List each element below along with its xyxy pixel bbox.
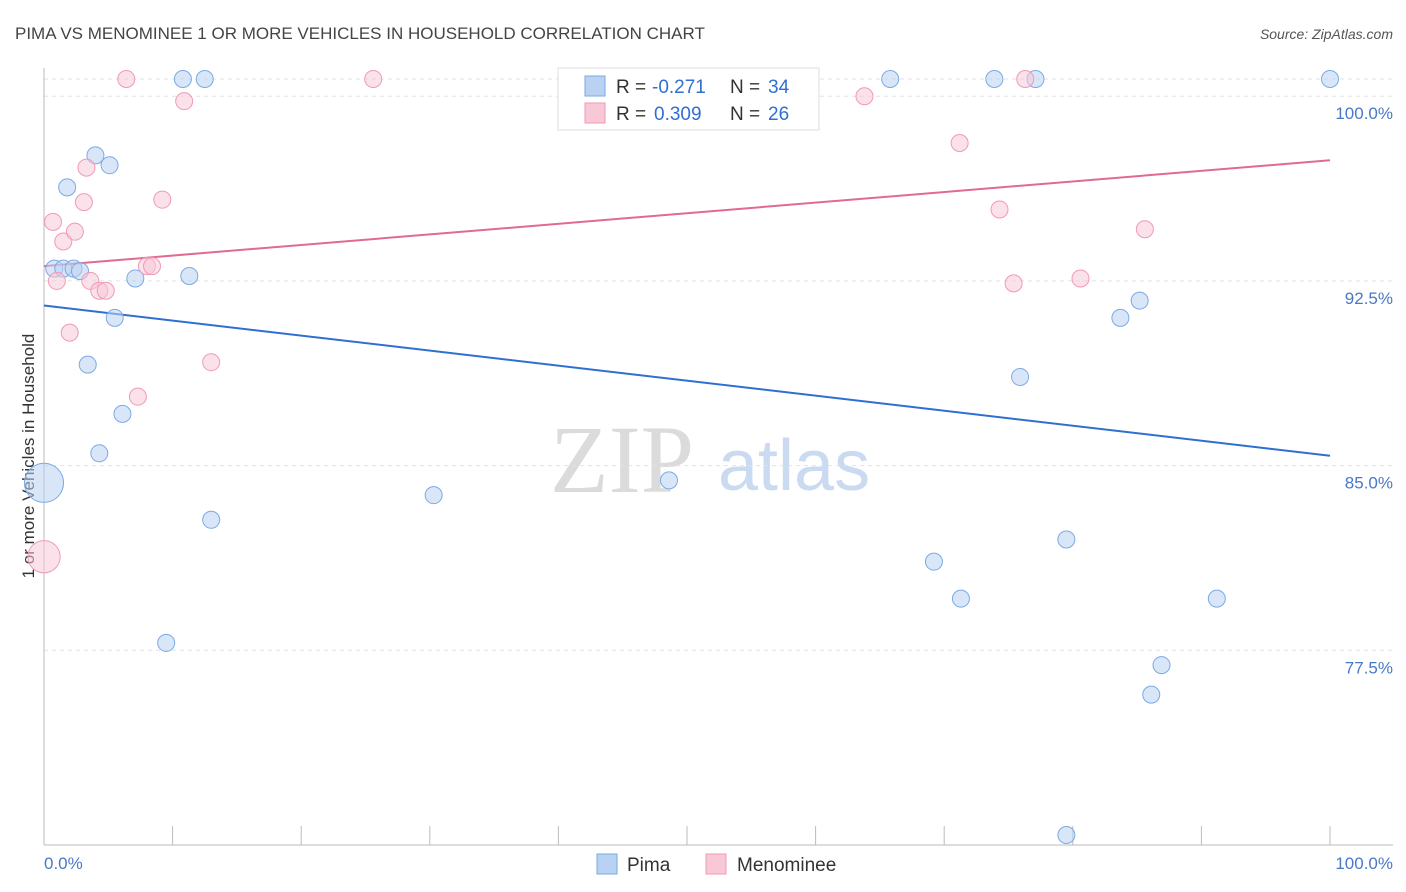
point-menominee bbox=[27, 540, 61, 574]
legend-menominee-n-label: N = bbox=[730, 104, 760, 125]
point-menominee bbox=[47, 271, 66, 290]
trend-line-pima bbox=[43, 304, 1331, 457]
legend: R = -0.271 N = 34 R = 0.309 N = 26 bbox=[557, 67, 820, 131]
x-axis-ticks bbox=[43, 826, 1331, 845]
legend-pima-n-value: 34 bbox=[768, 77, 790, 98]
legend-pima-r-label: R = bbox=[616, 77, 646, 98]
point-pima bbox=[173, 70, 192, 88]
point-menominee bbox=[1135, 220, 1154, 239]
point-pima bbox=[180, 267, 199, 286]
bottom-legend: Pima Menominee bbox=[596, 853, 836, 876]
point-menominee bbox=[990, 200, 1009, 219]
point-menominee bbox=[1071, 269, 1090, 288]
point-pima bbox=[195, 70, 214, 88]
point-pima bbox=[157, 633, 176, 652]
y-tick-label: 100.0% bbox=[1335, 104, 1393, 123]
point-pima bbox=[100, 156, 119, 175]
point-menominee bbox=[60, 323, 79, 342]
chart-source: Source: ZipAtlas.com bbox=[1260, 26, 1393, 42]
point-pima bbox=[659, 471, 678, 490]
chart-title: PIMA VS MENOMINEE 1 OR MORE VEHICLES IN … bbox=[15, 24, 705, 43]
point-pima bbox=[1111, 308, 1130, 327]
y-axis-label: 1 or more Vehicles in Household bbox=[19, 334, 38, 579]
point-pima bbox=[1057, 530, 1076, 549]
point-pima bbox=[1142, 685, 1161, 704]
point-menominee bbox=[364, 70, 383, 88]
point-pima bbox=[1152, 656, 1171, 675]
legend-menominee-r-label: R = bbox=[616, 104, 646, 125]
data-points bbox=[23, 70, 1339, 844]
bottom-legend-pima: Pima bbox=[627, 855, 671, 876]
watermark: ZIP atlas bbox=[550, 406, 870, 513]
bottom-legend-menominee: Menominee bbox=[737, 855, 836, 876]
point-menominee bbox=[54, 232, 73, 251]
legend-menominee-r-value: 0.309 bbox=[654, 104, 702, 125]
point-pima bbox=[1057, 826, 1076, 844]
point-pima bbox=[86, 146, 105, 165]
point-menominee bbox=[1004, 274, 1023, 293]
point-menominee bbox=[74, 193, 93, 212]
point-pima bbox=[881, 70, 900, 88]
y-tick-label: 77.5% bbox=[1345, 658, 1393, 677]
point-menominee bbox=[96, 281, 115, 300]
point-pima bbox=[924, 552, 943, 571]
point-menominee bbox=[117, 70, 136, 88]
legend-pima-n-label: N = bbox=[730, 77, 760, 98]
legend-pima-r-value: -0.271 bbox=[652, 77, 706, 98]
legend-swatch-pima bbox=[584, 75, 606, 97]
point-menominee bbox=[77, 158, 96, 177]
point-menominee bbox=[143, 257, 162, 276]
point-pima bbox=[105, 308, 124, 327]
point-pima bbox=[126, 269, 145, 288]
point-pima bbox=[951, 589, 970, 608]
bottom-legend-swatch-menominee bbox=[705, 853, 727, 875]
y-axis-tick-labels: 77.5% 85.0% 92.5% 100.0% bbox=[1335, 104, 1393, 677]
point-menominee bbox=[202, 353, 221, 372]
point-menominee bbox=[855, 87, 874, 106]
point-menominee bbox=[153, 190, 172, 209]
point-pima bbox=[58, 178, 77, 197]
point-menominee bbox=[1016, 70, 1035, 88]
point-pima bbox=[985, 70, 1004, 88]
point-pima bbox=[424, 486, 443, 505]
point-pima bbox=[1207, 589, 1226, 608]
bottom-legend-swatch-pima bbox=[596, 853, 618, 875]
point-pima bbox=[1130, 291, 1149, 310]
trend-lines bbox=[43, 159, 1331, 457]
point-pima bbox=[1321, 70, 1339, 88]
x-tick-label-max: 100.0% bbox=[1335, 854, 1393, 873]
legend-swatch-menominee bbox=[584, 102, 606, 124]
grid bbox=[44, 78, 1393, 651]
point-menominee bbox=[44, 212, 63, 231]
x-tick-label-min: 0.0% bbox=[44, 854, 83, 873]
trend-line-menominee bbox=[43, 159, 1331, 268]
legend-menominee-n-value: 26 bbox=[768, 104, 789, 125]
point-menominee bbox=[950, 134, 969, 153]
point-pima bbox=[23, 462, 65, 503]
point-pima bbox=[90, 444, 109, 463]
point-menominee bbox=[128, 387, 147, 406]
point-pima bbox=[1011, 367, 1030, 386]
point-menominee bbox=[175, 92, 194, 111]
point-pima bbox=[78, 355, 97, 374]
point-pima bbox=[113, 404, 132, 423]
point-menominee bbox=[65, 222, 84, 241]
y-tick-label: 92.5% bbox=[1345, 289, 1393, 308]
watermark-zip: ZIP bbox=[550, 406, 694, 513]
point-pima bbox=[202, 510, 221, 529]
y-tick-label: 85.0% bbox=[1345, 474, 1393, 493]
